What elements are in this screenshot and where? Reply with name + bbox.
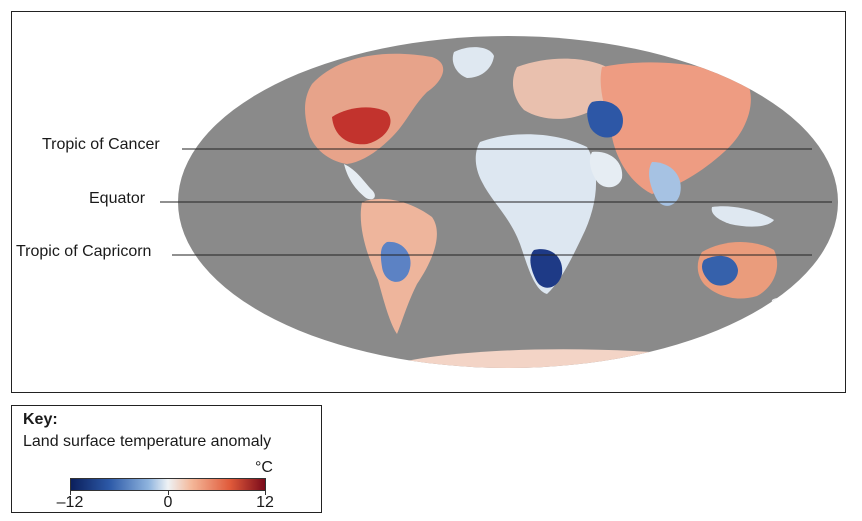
map-frame: Tropic of Cancer Equator Tropic of Capri… — [11, 11, 846, 393]
antarctica — [388, 349, 663, 368]
key-title: Key: — [23, 411, 58, 428]
key-unit: °C — [255, 459, 273, 476]
tick-mid — [168, 490, 169, 495]
tick-min — [70, 490, 71, 495]
key-box: Key: Land surface temperature anomaly °C… — [11, 405, 322, 513]
key-subtitle: Land surface temperature anomaly — [23, 433, 272, 450]
world-map — [160, 36, 838, 368]
europe — [512, 58, 614, 119]
tick-label-min: –12 — [56, 494, 84, 511]
central-america — [344, 164, 375, 200]
tick-label-mid: 0 — [163, 494, 173, 511]
africa — [475, 134, 597, 294]
africa-cold — [530, 249, 563, 288]
north-america-hot — [332, 107, 391, 145]
tropic-of-capricorn-label: Tropic of Capricorn — [16, 243, 152, 260]
asia-cold — [587, 100, 623, 138]
australia-cold — [702, 255, 738, 286]
equator-label: Equator — [89, 190, 146, 207]
land-masses — [305, 47, 783, 368]
asia — [600, 62, 751, 194]
new-zealand — [771, 298, 783, 310]
arabia — [589, 151, 623, 188]
greenland — [452, 47, 494, 78]
tick-max — [265, 490, 266, 495]
tropic-of-cancer-label: Tropic of Cancer — [42, 136, 160, 153]
tick-label-max: 12 — [256, 494, 274, 511]
se-asia-islands — [711, 206, 774, 227]
south-america-cold — [380, 241, 411, 282]
south-asia — [649, 162, 681, 206]
